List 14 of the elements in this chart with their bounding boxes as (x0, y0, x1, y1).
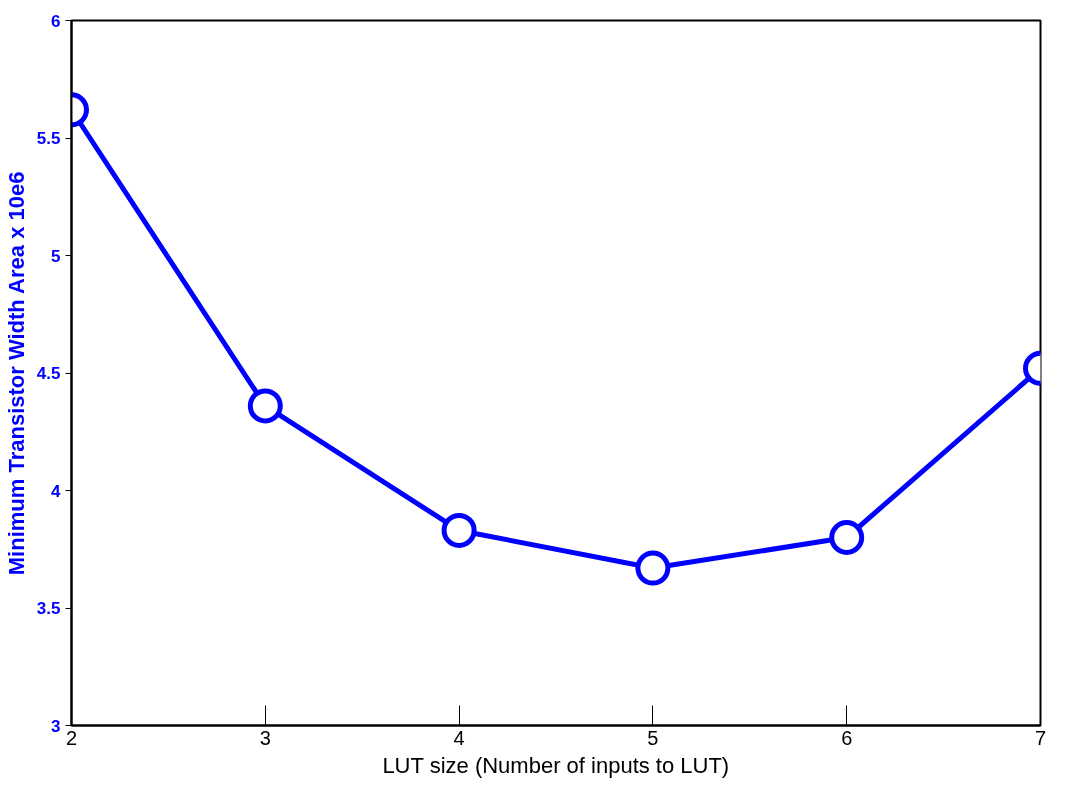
x-tick-label: 3 (259, 726, 271, 749)
x-tick-label: 6 (841, 726, 853, 749)
x-tick-label: 2 (65, 726, 78, 749)
x-tick-label: 5 (647, 726, 659, 749)
x-tick-label: 4 (453, 726, 465, 749)
y-tick-label: 4 (51, 481, 62, 501)
y-tick-label: 5.5 (36, 129, 61, 148)
y-axis-title: Minimum Transistor Width Area x 10e6 (3, 171, 29, 576)
y-tick-label: 5 (51, 246, 61, 266)
y-tick-label: 4.5 (36, 364, 61, 383)
x-tick-label: 7 (1034, 726, 1047, 749)
x-axis-title: LUT size (Number of inputs to LUT) (382, 752, 730, 778)
y-tick-label: 6 (51, 11, 61, 31)
y-tick-label: 3.5 (36, 599, 61, 618)
